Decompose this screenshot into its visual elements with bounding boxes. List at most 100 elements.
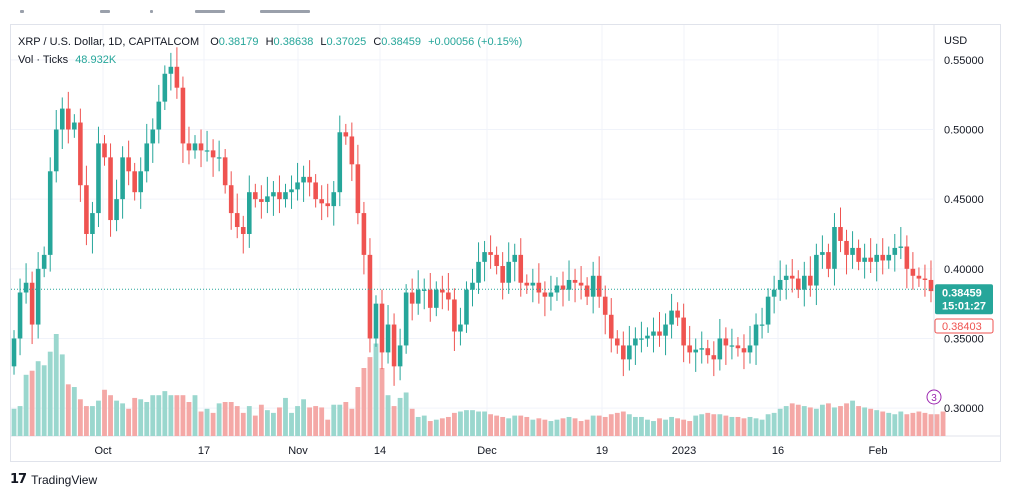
- x-tick-label: Nov: [288, 445, 308, 457]
- volume-bar: [584, 419, 590, 436]
- candle-body: [687, 345, 692, 353]
- candle-body: [385, 324, 391, 353]
- candle-body: [168, 66, 174, 74]
- candle-body: [524, 282, 530, 286]
- candle-body: [771, 289, 777, 297]
- candle-body: [204, 150, 210, 152]
- volume-bar: [343, 402, 349, 436]
- candle-body: [898, 246, 904, 248]
- candle-body: [126, 157, 131, 172]
- candle-body: [753, 324, 759, 346]
- volume-bar: [789, 403, 795, 436]
- tradingview-branding[interactable]: 17 TradingView: [10, 472, 97, 487]
- volume-bar: [246, 406, 252, 436]
- volume-bar: [910, 412, 916, 436]
- price-badge: [935, 284, 993, 315]
- candle-body: [657, 331, 662, 336]
- candle-body: [802, 275, 807, 290]
- candle-body: [880, 254, 886, 261]
- volume-label[interactable]: Vol · Ticks: [18, 54, 69, 66]
- candle-body: [440, 289, 445, 293]
- volume-bar: [174, 395, 180, 436]
- candle-body: [886, 254, 892, 261]
- candle-body: [494, 254, 499, 267]
- candle-body: [313, 182, 318, 200]
- candle-body: [210, 150, 216, 158]
- volume-bar: [476, 411, 481, 436]
- y-tick-label: 0.30000: [944, 403, 984, 415]
- volume-bar: [470, 410, 475, 436]
- volume-bar: [96, 400, 101, 436]
- volume-bar: [234, 406, 240, 436]
- candle-body: [850, 247, 855, 255]
- volume-bar: [693, 415, 699, 436]
- volume-bar: [711, 414, 717, 436]
- volume-bar: [729, 416, 735, 436]
- volume-bar: [753, 418, 759, 436]
- candle-body: [271, 192, 276, 197]
- volume-bar: [651, 421, 656, 436]
- volume-bar: [506, 418, 512, 436]
- candle-body: [590, 275, 596, 297]
- candle-body: [59, 108, 65, 130]
- volume-bar: [578, 421, 584, 436]
- candle-body: [337, 132, 343, 193]
- candle-body: [518, 254, 524, 283]
- candle-body: [307, 176, 312, 183]
- candle-body: [162, 73, 168, 102]
- candle-body: [470, 282, 475, 290]
- candle-body: [572, 279, 578, 283]
- candle-body: [633, 338, 638, 346]
- volume-bar: [494, 415, 500, 436]
- candle-body: [458, 324, 463, 332]
- volume-bar: [639, 416, 644, 436]
- volume-bar: [940, 411, 946, 436]
- volume-bar: [464, 410, 469, 436]
- candle-body: [645, 335, 650, 339]
- volume-bar: [150, 395, 156, 436]
- volume-bar: [777, 408, 783, 436]
- candle-body: [277, 192, 282, 200]
- candle-body: [560, 285, 566, 290]
- symbol-label[interactable]: XRP / U.S. Dollar, 1D, CAPITALCOM: [18, 36, 200, 48]
- volume-bar: [325, 419, 331, 436]
- candle-body: [862, 257, 867, 262]
- volume-bar: [602, 416, 608, 436]
- volume-bar: [554, 419, 560, 436]
- volume-bar: [687, 421, 693, 436]
- volume-bar: [832, 407, 837, 436]
- volume-bar: [596, 415, 602, 436]
- candle-body: [144, 143, 150, 172]
- candle-body: [434, 289, 439, 308]
- volume-bar: [132, 397, 138, 436]
- candle-body: [84, 185, 89, 234]
- candle-body: [415, 289, 421, 304]
- volume-bar: [29, 370, 35, 436]
- volume-bar: [295, 406, 300, 436]
- candle-body: [379, 303, 385, 353]
- candle-body: [783, 275, 789, 280]
- candle-body: [343, 132, 349, 137]
- alert-marker-icon[interactable]: [926, 389, 942, 405]
- high-label: H: [265, 36, 274, 48]
- candle-body: [11, 338, 17, 367]
- volume-bar: [934, 414, 940, 436]
- candle-body: [331, 192, 337, 207]
- candle-body: [663, 324, 668, 336]
- volume-bar: [252, 415, 258, 436]
- volume-bar: [620, 411, 626, 436]
- volume-bar: [379, 368, 385, 436]
- candle-body: [808, 275, 813, 286]
- volume-bar: [162, 391, 168, 436]
- volume-bar: [168, 395, 174, 436]
- candle-body: [639, 338, 644, 340]
- candle-body: [222, 157, 228, 186]
- volume-bar: [102, 389, 107, 436]
- candle-body: [614, 338, 620, 346]
- candle-body: [391, 324, 397, 367]
- volume-bar: [705, 412, 711, 436]
- candle-body: [578, 282, 584, 286]
- candle-body: [747, 345, 753, 353]
- volume-bar: [421, 415, 427, 436]
